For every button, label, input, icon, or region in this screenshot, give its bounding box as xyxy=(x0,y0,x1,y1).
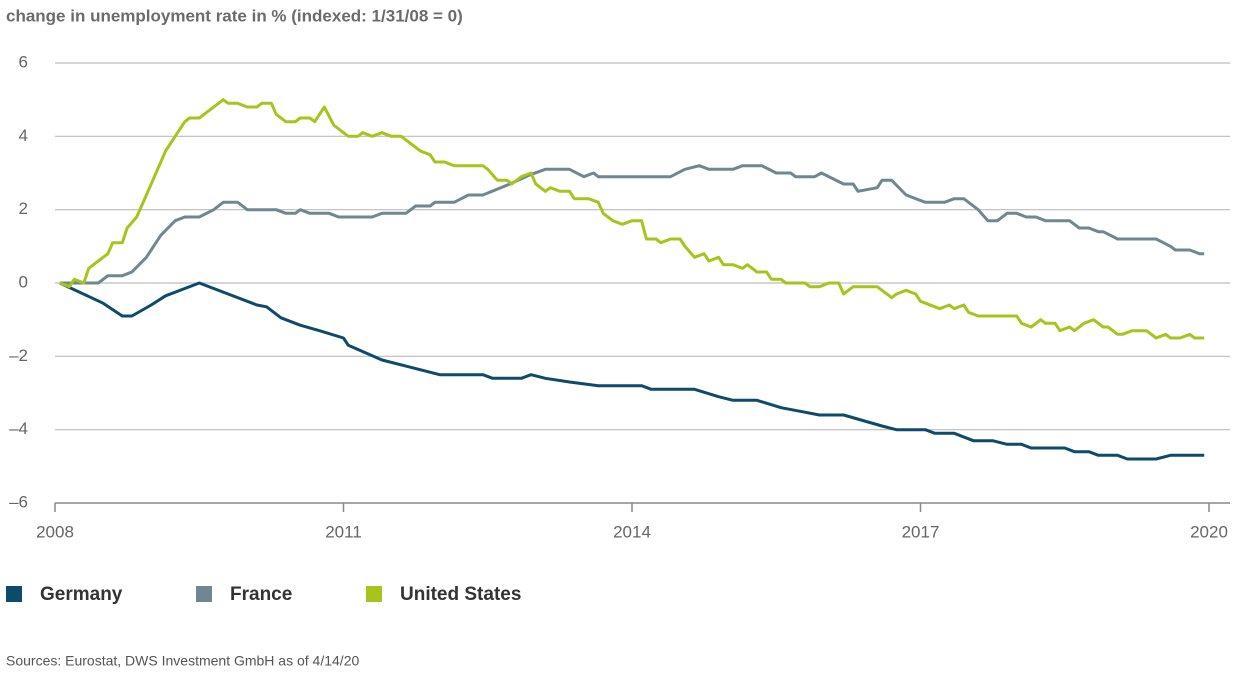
y-tick-label: 0 xyxy=(19,272,28,291)
x-tick-label: 2008 xyxy=(36,522,74,541)
legend-label: United States xyxy=(400,584,521,605)
legend-label: France xyxy=(230,584,292,605)
legend-swatch xyxy=(366,586,382,602)
legend-swatch xyxy=(196,586,212,602)
y-tick-label: 2 xyxy=(19,199,28,218)
x-tick-label: 2011 xyxy=(325,522,362,541)
legend-swatch xyxy=(6,586,22,602)
y-tick-label: 6 xyxy=(19,52,28,71)
legend-label: Germany xyxy=(40,584,123,605)
y-tick-label: 4 xyxy=(19,126,28,145)
series-line xyxy=(59,98,1205,340)
x-tick-label: 2020 xyxy=(1190,522,1228,541)
x-tick-label: 2014 xyxy=(613,522,651,541)
chart-title: change in unemployment rate in % (indexe… xyxy=(6,6,463,25)
y-tick-label: –4 xyxy=(9,419,28,438)
series-line xyxy=(59,281,1205,461)
y-tick-label: –6 xyxy=(9,492,28,511)
x-tick-label: 2017 xyxy=(902,522,940,541)
source-note: Sources: Eurostat, DWS Investment GmbH a… xyxy=(6,653,359,669)
y-tick-label: –2 xyxy=(9,346,28,365)
series-line xyxy=(59,164,1205,285)
